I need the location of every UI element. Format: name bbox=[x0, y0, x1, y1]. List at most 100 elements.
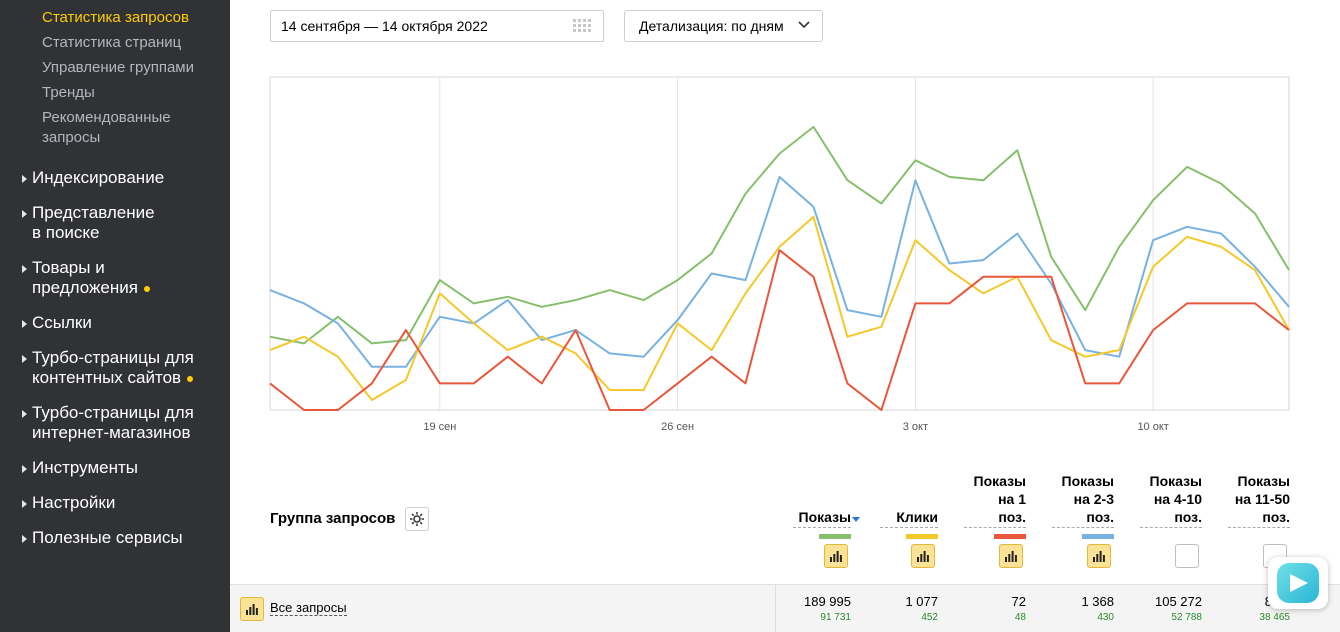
expand-arrow-icon bbox=[22, 535, 27, 543]
sidebar-item-trends[interactable]: Тренды bbox=[42, 84, 95, 101]
chart-toggle-button[interactable] bbox=[1087, 544, 1111, 568]
sidebar-item-recommended-queries[interactable]: Рекомендованные запросы bbox=[42, 108, 171, 148]
table-row[interactable] bbox=[230, 584, 1340, 632]
series-line-1 bbox=[269, 175, 1290, 368]
play-icon bbox=[1277, 563, 1319, 603]
expand-arrow-icon bbox=[22, 465, 27, 473]
series-line-0 bbox=[269, 125, 1290, 345]
column-header-label: Показы на 4-10 поз. bbox=[1149, 473, 1203, 525]
sidebar-section-label: Турбо-страницы для bbox=[32, 348, 194, 367]
column-header-label: Показы на 2-3 поз. bbox=[1061, 473, 1115, 525]
cell-value: 1 368 bbox=[1081, 594, 1114, 609]
column-header-label: Показы на 1 поз. bbox=[973, 473, 1027, 525]
column-header-underline bbox=[1228, 527, 1290, 528]
sidebar-item-page-stats[interactable]: Статистика страниц bbox=[42, 34, 182, 51]
column-header-5[interactable]: Показы на 11-50 поз. bbox=[1235, 472, 1290, 526]
expand-arrow-icon bbox=[22, 410, 27, 418]
x-tick-label: 19 сен bbox=[423, 421, 456, 433]
cell-value: 1 077 bbox=[905, 594, 938, 609]
sidebar-item-group-management[interactable]: Управление группами bbox=[42, 59, 194, 76]
x-tick-label: 10 окт bbox=[1137, 421, 1168, 433]
sidebar-item-query-stats[interactable]: Статистика запросов bbox=[42, 9, 189, 26]
calendar-icon bbox=[573, 19, 591, 32]
bar-chart-icon bbox=[830, 551, 842, 562]
row-chart-toggle[interactable] bbox=[240, 597, 264, 621]
sidebar-section-label: Полезные сервисы bbox=[32, 528, 183, 547]
bar-chart-icon bbox=[1005, 551, 1017, 562]
sidebar-section-label-line2: контентных сайтов bbox=[32, 368, 194, 388]
column-divider bbox=[775, 585, 776, 632]
expand-arrow-icon bbox=[22, 320, 27, 328]
cell-subvalue: 91 731 bbox=[820, 612, 851, 623]
cell-value: 72 bbox=[1011, 594, 1026, 609]
sidebar-item-label-line2: запросы bbox=[42, 129, 101, 146]
column-header-label: Показы bbox=[798, 509, 852, 525]
cell-subvalue: 430 bbox=[1097, 612, 1114, 623]
column-header-underline bbox=[964, 527, 1026, 528]
bar-chart-icon bbox=[917, 551, 929, 562]
column-header-underline bbox=[1140, 527, 1202, 528]
date-range-picker[interactable]: 14 сентября — 14 октября 2022 bbox=[270, 10, 604, 42]
expand-arrow-icon bbox=[22, 265, 27, 273]
chart-toggle-button[interactable] bbox=[1175, 544, 1199, 568]
group-column-title: Группа запросов bbox=[270, 510, 396, 527]
chevron-down-icon bbox=[798, 21, 810, 29]
sidebar-section-label: Представление bbox=[32, 203, 155, 222]
cell-subvalue: 52 788 bbox=[1171, 612, 1202, 623]
sidebar-section-label: Ссылки bbox=[32, 313, 92, 332]
expand-arrow-icon bbox=[22, 210, 27, 218]
detail-dropdown[interactable]: Детализация: по дням bbox=[624, 10, 823, 42]
bar-chart-icon bbox=[246, 604, 258, 615]
series-color-swatch bbox=[906, 534, 938, 539]
sidebar-section-label: Индексирование bbox=[32, 168, 165, 187]
notification-dot-icon bbox=[187, 375, 194, 382]
line-chart: 19 сен 26 сен 3 окт 10 окт bbox=[269, 76, 1290, 433]
series-line-2 bbox=[269, 215, 1290, 401]
series-color-swatch bbox=[994, 534, 1026, 539]
cell-value: 189 995 bbox=[804, 594, 851, 609]
sidebar-section-label: Инструменты bbox=[32, 458, 139, 477]
series-color-swatch bbox=[1082, 534, 1114, 539]
play-button[interactable] bbox=[1268, 557, 1328, 609]
expand-arrow-icon bbox=[22, 500, 27, 508]
plot-area bbox=[269, 76, 1290, 411]
detail-dropdown-label: Детализация: по дням bbox=[639, 18, 784, 34]
expand-arrow-icon bbox=[22, 175, 27, 183]
column-header-underline bbox=[793, 527, 851, 528]
sidebar-item-label-line1: Рекомендованные bbox=[42, 109, 171, 126]
column-header-1[interactable]: Клики bbox=[896, 508, 938, 526]
column-header-2[interactable]: Показы на 1 поз. bbox=[974, 472, 1027, 526]
sidebar-section-label: Товары и bbox=[32, 258, 105, 277]
column-header-label: Клики bbox=[896, 509, 938, 525]
cell-subvalue: 38 465 bbox=[1259, 612, 1290, 623]
bar-chart-icon bbox=[1093, 551, 1105, 562]
sidebar-section-label-line2: интернет-магазинов bbox=[32, 423, 191, 442]
chart-toggle-button[interactable] bbox=[999, 544, 1023, 568]
all-queries-link[interactable]: Все запросы bbox=[270, 600, 347, 616]
column-header-underline bbox=[1052, 527, 1114, 528]
notification-dot-icon bbox=[143, 285, 150, 292]
date-range-text: 14 сентября — 14 октября 2022 bbox=[281, 18, 488, 34]
column-header-3[interactable]: Показы на 2-3 поз. bbox=[1062, 472, 1115, 526]
cell-subvalue: 48 bbox=[1014, 612, 1026, 623]
x-tick-label: 26 сен bbox=[661, 421, 694, 433]
gear-icon bbox=[410, 512, 424, 526]
series-color-swatch bbox=[819, 534, 851, 539]
column-header-0[interactable]: Показы bbox=[799, 508, 852, 526]
sidebar: Статистика запросов Статистика страниц У… bbox=[0, 0, 230, 632]
chart-toggle-button[interactable] bbox=[911, 544, 935, 568]
x-tick-label: 3 окт bbox=[903, 421, 928, 433]
expand-arrow-icon bbox=[22, 355, 27, 363]
column-header-4[interactable]: Показы на 4-10 поз. bbox=[1150, 472, 1203, 526]
sidebar-section-label-line2: в поиске bbox=[32, 223, 100, 242]
sidebar-section-label: Турбо-страницы для bbox=[32, 403, 194, 422]
cell-subvalue: 452 bbox=[921, 612, 938, 623]
sidebar-section-label: Настройки bbox=[32, 493, 116, 512]
column-header-underline bbox=[880, 527, 938, 528]
chart-toggle-button[interactable] bbox=[824, 544, 848, 568]
sidebar-section-label-line2: предложения bbox=[32, 278, 150, 298]
sort-desc-icon bbox=[852, 517, 860, 522]
column-header-label: Показы на 11-50 поз. bbox=[1234, 473, 1290, 525]
settings-button[interactable] bbox=[405, 507, 429, 531]
cell-value: 105 272 bbox=[1155, 594, 1202, 609]
